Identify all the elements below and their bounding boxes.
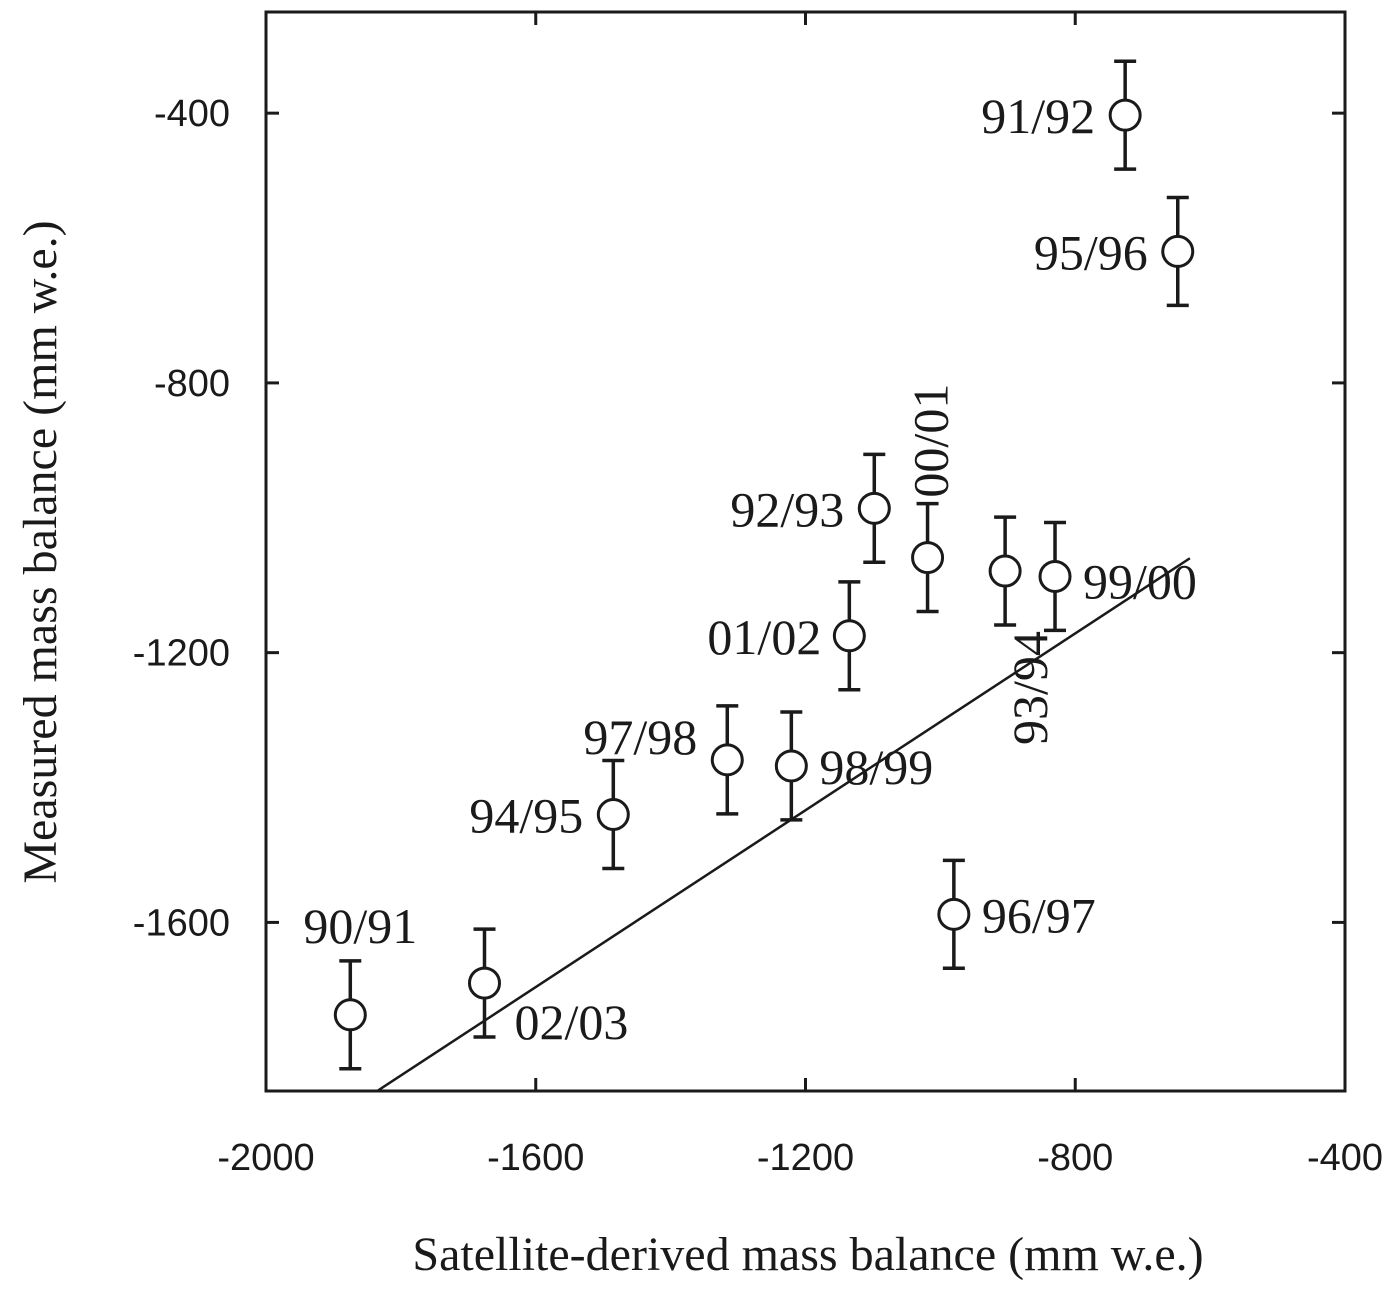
point-label: 97/98 — [583, 709, 697, 765]
x-tick-label: -2000 — [217, 1137, 314, 1179]
data-point — [937, 858, 971, 971]
point-marker — [832, 619, 866, 653]
data-point — [1161, 195, 1195, 308]
data-point — [774, 710, 808, 822]
point-marker — [857, 491, 891, 525]
x-tick-label: -1200 — [757, 1137, 854, 1179]
y-tick-label: -400 — [154, 93, 230, 135]
x-tick-label: -1600 — [487, 1137, 584, 1179]
point-label: 98/99 — [819, 739, 933, 795]
point-label: 95/96 — [1034, 224, 1148, 280]
data-point — [710, 704, 744, 816]
y-tick-label: -1200 — [133, 633, 230, 675]
point-marker — [333, 998, 367, 1032]
point-marker — [1108, 98, 1142, 132]
point-marker — [596, 798, 630, 832]
plot-frame — [264, 10, 1347, 1093]
x-tick-label: -400 — [1307, 1137, 1383, 1179]
data-point — [832, 580, 866, 692]
points-layer — [333, 59, 1195, 1071]
ticks-layer: -2000 -1600 -1200 -800 -400 -400 -800 -1200 -160… — [133, 12, 1383, 1179]
point-marker — [467, 966, 501, 1000]
data-point — [988, 515, 1022, 627]
fit-line-layer — [376, 557, 1191, 1093]
point-label: 99/00 — [1083, 553, 1197, 609]
point-label: 91/92 — [981, 88, 1095, 144]
y-tick-label: -800 — [154, 363, 230, 405]
point-labels-layer: 90/91 91/92 92/93 93/94 94/95 95/96 96/97 97/98… — [303, 88, 1197, 1050]
point-label: 90/91 — [303, 898, 417, 954]
point-marker — [710, 743, 744, 777]
x-tick-label: -800 — [1037, 1137, 1113, 1179]
point-label: 01/02 — [707, 609, 821, 665]
point-label: 92/93 — [730, 481, 844, 537]
point-marker — [988, 554, 1022, 588]
data-point — [333, 959, 367, 1071]
point-label: 93/94 — [1002, 631, 1058, 745]
point-label: 94/95 — [469, 788, 583, 844]
y-tick-label: -1600 — [133, 902, 230, 944]
data-point — [911, 501, 945, 614]
point-label: 96/97 — [982, 887, 1096, 943]
point-label: 00/01 — [903, 384, 959, 498]
point-marker — [774, 749, 808, 783]
point-marker — [937, 897, 971, 931]
data-point — [857, 452, 891, 565]
point-marker — [1161, 234, 1195, 268]
x-axis-title: Satellite-derived mass balance (mm w.e.) — [412, 1228, 1203, 1281]
point-marker — [911, 541, 945, 575]
point-marker — [1038, 559, 1072, 593]
data-point — [467, 927, 501, 1039]
y-axis-title: Measured mass balance (mm w.e.) — [14, 220, 67, 883]
data-point — [1108, 59, 1142, 171]
point-label: 02/03 — [514, 994, 628, 1050]
regression-line — [376, 557, 1191, 1093]
data-point — [1038, 520, 1072, 633]
data-point — [596, 758, 630, 871]
